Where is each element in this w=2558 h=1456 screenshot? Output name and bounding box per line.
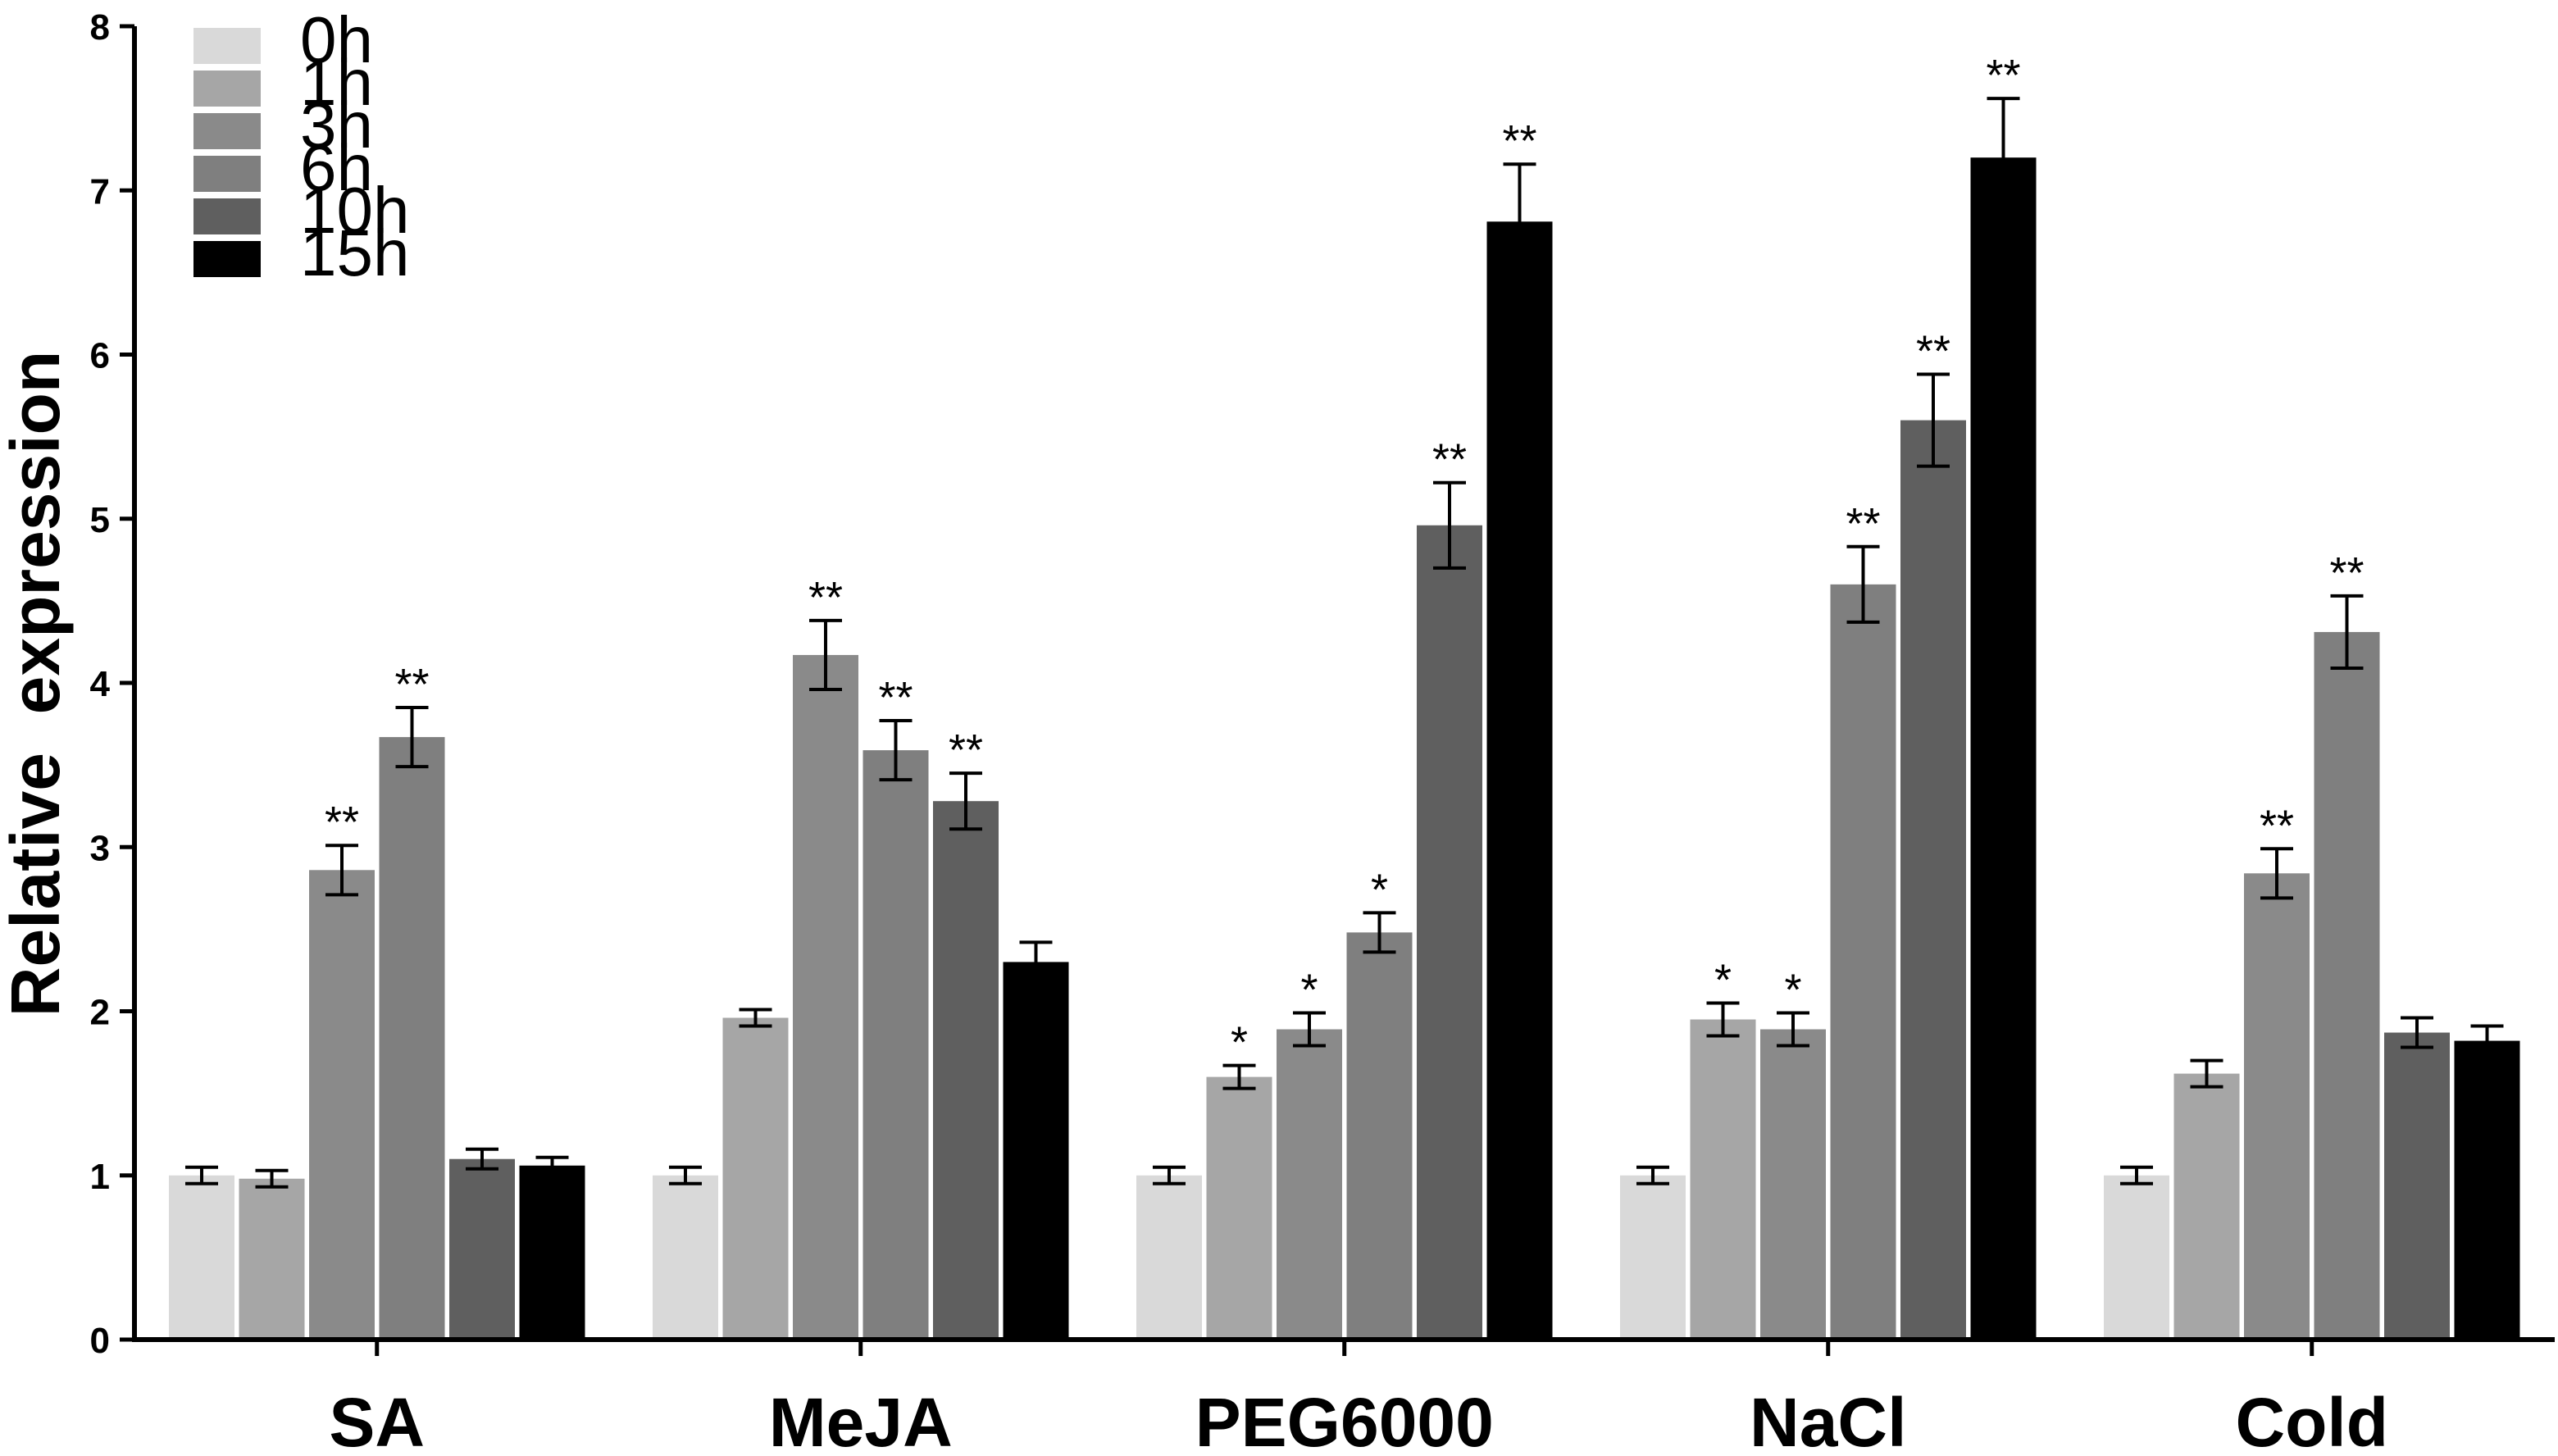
bar	[239, 1178, 305, 1340]
legend-label: 10h	[300, 174, 409, 247]
y-tick-label: 3	[90, 828, 110, 868]
significance-label: **	[1916, 327, 1950, 376]
legend-swatch	[193, 241, 261, 277]
legend-label: 0h	[300, 3, 373, 76]
x-tick-label: SA	[329, 1384, 425, 1456]
y-tick-label: 8	[90, 7, 110, 48]
significance-label: **	[325, 798, 359, 847]
legend-swatch	[193, 198, 261, 234]
y-tick-label: 6	[90, 336, 110, 376]
y-tick-label: 7	[90, 171, 110, 212]
bar	[1690, 1019, 1756, 1340]
bar	[379, 737, 445, 1340]
bar	[793, 654, 858, 1340]
significance-label: **	[1846, 499, 1880, 548]
bar	[653, 1175, 718, 1340]
bar	[2244, 873, 2310, 1340]
significance-label: **	[949, 726, 983, 775]
legend-label: 6h	[300, 131, 373, 204]
significance-label: **	[1986, 51, 2020, 100]
bar	[1206, 1076, 1272, 1340]
significance-label: **	[394, 660, 429, 709]
bar	[2314, 631, 2380, 1340]
bar	[2104, 1175, 2169, 1340]
significance-label: **	[1502, 116, 1536, 166]
significance-label: *	[1300, 966, 1318, 1015]
bar	[519, 1165, 585, 1340]
legend-swatch	[193, 71, 261, 107]
bar	[2173, 1073, 2240, 1340]
y-tick-label: 1	[90, 1157, 110, 1197]
y-tick-label: 0	[90, 1321, 110, 1361]
significance-label: *	[1371, 865, 1388, 914]
bar	[1136, 1175, 1202, 1340]
significance-label: *	[1231, 1018, 1248, 1067]
legend-swatch	[193, 28, 261, 64]
significance-label: **	[808, 573, 843, 622]
y-tick-label: 4	[90, 664, 111, 704]
bar	[1003, 962, 1069, 1340]
x-tick-label: PEG6000	[1195, 1384, 1494, 1456]
bar	[933, 801, 999, 1340]
significance-label: *	[1784, 966, 1801, 1015]
significance-label: **	[2329, 548, 2364, 598]
bar	[1760, 1029, 1826, 1340]
bar	[863, 750, 929, 1340]
bar	[2454, 1040, 2520, 1340]
bar	[1417, 525, 1482, 1340]
bar	[1620, 1175, 1686, 1340]
significance-label: *	[1714, 955, 1732, 1004]
bar	[1900, 420, 1966, 1340]
y-axis-title: Relative expression	[0, 351, 74, 1017]
bar	[309, 870, 375, 1340]
y-tick-label: 2	[90, 993, 110, 1033]
legend-label: 1h	[300, 46, 373, 119]
bar	[1486, 221, 1553, 1340]
bar	[1277, 1029, 1342, 1340]
bar	[169, 1175, 234, 1340]
bar	[1970, 157, 2037, 1340]
significance-label: **	[1432, 435, 1467, 485]
legend-label: 3h	[300, 89, 373, 162]
bars-layer: ****************** ***********	[169, 51, 2520, 1340]
x-tick-label: MeJA	[769, 1384, 953, 1456]
bar	[722, 1017, 789, 1340]
axes-layer: SA MeJA PEG6000 NaCl Cold 0 1 2 3 4 5 6 7 8	[90, 7, 2555, 1456]
legend-swatch	[193, 156, 261, 192]
y-tick-label: 5	[90, 500, 110, 540]
significance-label: **	[878, 673, 913, 722]
bar	[1346, 932, 1413, 1340]
bar	[1830, 584, 1896, 1340]
x-tick-label: NaCl	[1750, 1384, 1906, 1456]
significance-label: **	[2260, 801, 2294, 850]
legend-label: 15h	[300, 216, 409, 289]
legend-swatch	[193, 113, 261, 149]
bar	[2384, 1032, 2450, 1340]
bar	[449, 1158, 515, 1340]
x-tick-label: Cold	[2235, 1384, 2388, 1456]
